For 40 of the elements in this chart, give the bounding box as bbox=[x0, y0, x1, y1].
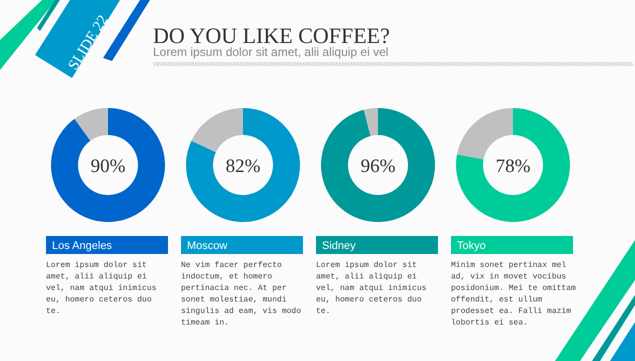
text: vel, nam atqui inimicus bbox=[316, 284, 427, 293]
text: lobortis ei sea. bbox=[451, 318, 528, 328]
donut-slice bbox=[456, 108, 570, 222]
donut-slice bbox=[321, 108, 435, 222]
text: timeam in. bbox=[181, 318, 230, 328]
data-label: 82% bbox=[226, 156, 261, 177]
text: Lorem ipsum dolor sit bbox=[316, 261, 417, 270]
text: Tokyo bbox=[457, 240, 486, 252]
data-label: 96% bbox=[360, 156, 396, 177]
text: sonet molestiae, mundi bbox=[181, 296, 287, 304]
text: Ne vim facer perfecto bbox=[181, 261, 282, 270]
text: Lorem ipsum dolor sit bbox=[46, 261, 147, 270]
text: prodesset ea. Falli mazim bbox=[451, 307, 572, 316]
text: pertinacia nec. At per bbox=[181, 284, 287, 293]
text: ad, vix in movet vocibus bbox=[451, 272, 566, 282]
text: posidonium. Mei te omittam bbox=[451, 284, 576, 293]
text: Lorem ipsum dolor sit amet, alii aliquip ei vel bbox=[153, 45, 388, 59]
text: indoctum, et homero bbox=[181, 272, 272, 282]
text: amet, alii aliquip ei bbox=[316, 272, 418, 282]
data-label: 90% bbox=[90, 156, 126, 177]
text: amet, alii aliquip ei bbox=[46, 272, 148, 282]
donut-slice bbox=[191, 108, 243, 152]
text: offendit, est ullum bbox=[451, 296, 542, 304]
text: DO YOU LIKE COFFEE? bbox=[153, 23, 390, 48]
text: singulis ad eam, vis modo bbox=[181, 307, 302, 316]
donut-slice bbox=[74, 108, 108, 141]
text: Minim sonet pertinax mel bbox=[451, 261, 566, 270]
donut-slice bbox=[457, 108, 513, 160]
text: vel, nam atqui inimicus bbox=[46, 284, 157, 293]
text: Sidney bbox=[322, 240, 356, 252]
text: te. bbox=[316, 307, 330, 316]
donut-slice bbox=[51, 108, 165, 222]
text: te. bbox=[46, 307, 60, 316]
text: eu, homero ceteros duo bbox=[46, 296, 152, 304]
donut-slice bbox=[364, 108, 378, 136]
donut-slice bbox=[186, 108, 300, 222]
text: Moscow bbox=[187, 240, 228, 252]
data-label: 78% bbox=[496, 156, 531, 177]
text: Los Angeles bbox=[52, 240, 112, 252]
text: eu, homero ceteros duo bbox=[316, 296, 422, 304]
